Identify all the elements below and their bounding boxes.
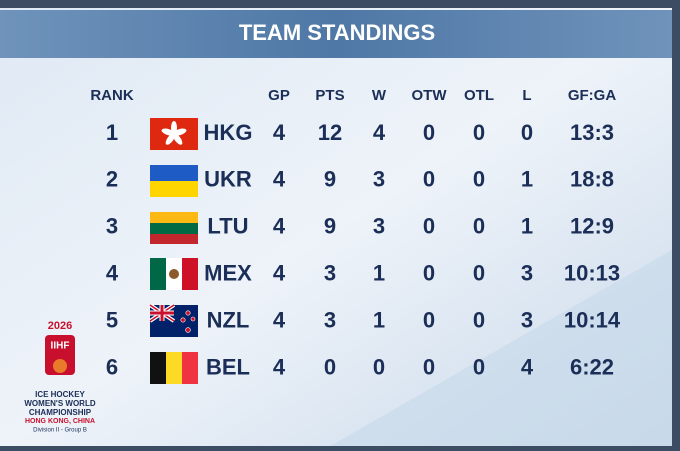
cell: 1 xyxy=(106,120,118,145)
team-code: HKG xyxy=(204,120,253,145)
cell: 4 xyxy=(273,120,286,145)
cell: 4 xyxy=(273,354,286,379)
cell: 0 xyxy=(473,214,485,239)
cell: 1 xyxy=(373,261,385,286)
cell: 5 xyxy=(106,307,118,332)
cell: 4 xyxy=(373,120,386,145)
cell: 3 xyxy=(521,261,533,286)
cell: 18:8 xyxy=(570,167,614,192)
team-code: LTU xyxy=(207,214,248,239)
column-header: GP xyxy=(268,87,290,104)
cell: 10:13 xyxy=(564,261,620,286)
logo-brand: IIHF xyxy=(51,341,70,352)
cell: 9 xyxy=(324,214,336,239)
cell: 0 xyxy=(423,120,435,145)
cell: 0 xyxy=(521,120,533,145)
cell: 0 xyxy=(473,120,485,145)
cell: 0 xyxy=(473,167,485,192)
event-logo: 2026 IIHF ICE HOCKEY WOMEN'S WORLD CHAMP… xyxy=(24,320,95,434)
cell: 3 xyxy=(324,307,336,332)
flag-ltu xyxy=(150,212,198,244)
column-header: L xyxy=(522,87,531,104)
logo-emblem xyxy=(45,335,75,375)
cell: 4 xyxy=(273,214,286,239)
cell: 0 xyxy=(423,354,435,379)
flag-ukr xyxy=(150,165,198,197)
cell: 0 xyxy=(423,167,435,192)
cell: 1 xyxy=(521,214,533,239)
panel-accent xyxy=(330,250,672,446)
logo-line: ICE HOCKEY xyxy=(35,390,85,399)
column-header: W xyxy=(372,87,387,104)
cell: 9 xyxy=(324,167,336,192)
cell: 13:3 xyxy=(570,120,614,145)
cell: 3 xyxy=(373,167,385,192)
team-code: MEX xyxy=(204,261,252,286)
cell: 4 xyxy=(106,261,119,286)
cell: 3 xyxy=(106,214,118,239)
column-header: GF:GA xyxy=(568,87,616,104)
cell: 4 xyxy=(273,307,286,332)
cell: 0 xyxy=(423,307,435,332)
flag-mex xyxy=(150,258,198,290)
header-bar xyxy=(0,10,672,58)
cell: 0 xyxy=(373,354,385,379)
cell: 0 xyxy=(473,307,485,332)
team-code: NZL xyxy=(207,307,250,332)
flags xyxy=(148,118,198,384)
logo-line: WOMEN'S WORLD xyxy=(24,399,95,408)
cell: 0 xyxy=(423,261,435,286)
logo-division: Division II - Group B xyxy=(33,428,87,434)
cell: 0 xyxy=(324,354,336,379)
cell: 12 xyxy=(318,120,342,145)
column-header: OTW xyxy=(412,87,448,104)
logo-puck xyxy=(53,359,67,373)
cell: 2 xyxy=(106,167,118,192)
cell: 6:22 xyxy=(570,354,614,379)
cell: 0 xyxy=(473,261,485,286)
column-header: PTS xyxy=(315,87,344,104)
cell: 4 xyxy=(273,167,286,192)
flag-bel xyxy=(150,352,198,384)
title: TEAM STANDINGS xyxy=(239,20,435,45)
flag-nzl xyxy=(148,303,198,337)
column-header: OTL xyxy=(464,87,494,104)
cell: 4 xyxy=(273,261,286,286)
logo-line: CHAMPIONSHIP xyxy=(29,408,92,417)
team-code: BEL xyxy=(206,354,250,379)
cell: 1 xyxy=(521,167,533,192)
logo-location: HONG KONG, CHINA xyxy=(25,418,95,425)
column-header: RANK xyxy=(90,87,133,104)
cell: 3 xyxy=(324,261,336,286)
flag-hkg xyxy=(150,118,198,150)
cell: 0 xyxy=(473,354,485,379)
team-code: UKR xyxy=(204,167,252,192)
cell: 6 xyxy=(106,354,118,379)
cell: 10:14 xyxy=(564,307,621,332)
cell: 0 xyxy=(423,214,435,239)
cell: 3 xyxy=(373,214,385,239)
cell: 3 xyxy=(521,307,533,332)
logo-year: 2026 xyxy=(48,320,72,332)
cell: 1 xyxy=(373,307,385,332)
cell: 4 xyxy=(521,354,534,379)
cell: 12:9 xyxy=(570,214,614,239)
